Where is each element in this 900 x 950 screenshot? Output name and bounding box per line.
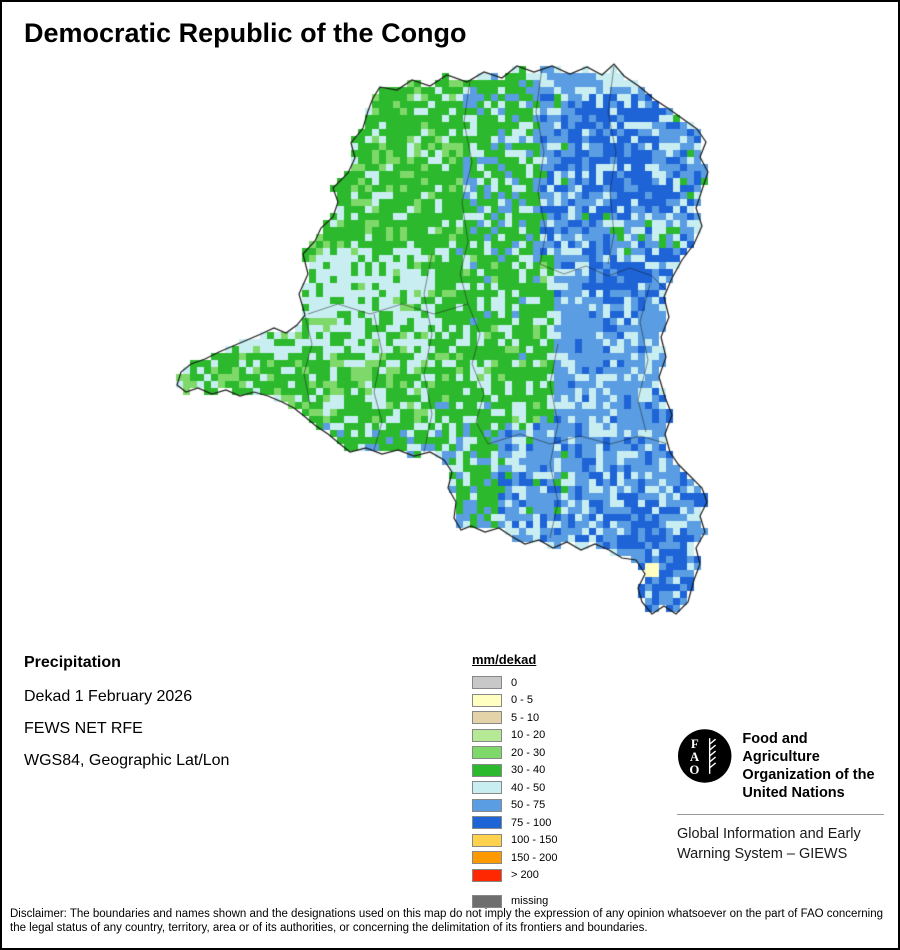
legend-swatch (472, 728, 502, 742)
info-projection: WGS84, Geographic Lat/Lon (24, 752, 230, 769)
legend-label: 10 - 20 (511, 729, 546, 741)
drc-precipitation-map (162, 52, 722, 632)
wheat-ear-glyph (708, 738, 717, 774)
legend-swatch (472, 798, 502, 812)
legend-item: 5 - 10 (472, 711, 557, 724)
legend-item: 150 - 200 (472, 851, 557, 864)
legend-label: 150 - 200 (511, 851, 558, 864)
legend-swatch (472, 693, 502, 707)
fao-org-name: Food and Agriculture Organization of the… (742, 731, 875, 801)
legend-label: 100 - 150 (511, 834, 558, 846)
legend-label: 40 - 50 (511, 781, 546, 794)
legend-item-missing: missing (472, 894, 557, 908)
info-source: FEWS NET RFE (24, 720, 143, 737)
fao-block: F A O Food and Agriculture Organization … (677, 728, 887, 864)
legend-item: 40 - 50 (472, 781, 557, 794)
legend-label: 30 - 40 (511, 764, 546, 776)
page-title: Democratic Republic of the Congo (24, 18, 467, 48)
info-dekad: Dekad 1 February 2026 (24, 688, 193, 705)
svg-text:O: O (689, 763, 699, 777)
legend-label: missing (511, 895, 549, 907)
legend-swatch (472, 833, 502, 847)
fao-divider (677, 814, 884, 815)
legend-item: 75 - 100 (472, 816, 557, 829)
legend-label: 5 - 10 (511, 711, 540, 724)
legend-swatch (472, 676, 502, 689)
legend-swatch (472, 816, 502, 829)
legend-label: 75 - 100 (511, 816, 552, 829)
legend-title: mm/dekad (472, 652, 537, 667)
legend-swatch (472, 851, 502, 864)
legend-label: > 200 (511, 869, 539, 881)
legend-label: 0 (511, 676, 518, 689)
legend-item: > 200 (472, 868, 557, 882)
map-info-block: Precipitation Dekad 1 February 2026 FEWS… (24, 654, 229, 784)
legend-item: 0 - 5 (472, 693, 557, 707)
legend-swatch (472, 781, 502, 794)
legend: mm/dekad 0 0 - 5 5 - 10 10 - 20 20 - 30 … (472, 652, 557, 912)
legend-label: 0 - 5 (511, 694, 534, 706)
giews-label: Global Information and Early Warning Sys… (677, 826, 861, 862)
legend-swatch (472, 711, 502, 724)
legend-swatch (472, 868, 502, 882)
legend-label: 20 - 30 (511, 746, 546, 759)
legend-item: 20 - 30 (472, 746, 557, 759)
legend-swatch (472, 894, 502, 908)
svg-text:F: F (691, 737, 699, 751)
legend-item: 0 (472, 676, 557, 689)
legend-item: 100 - 150 (472, 833, 558, 847)
legend-item: 50 - 75 (472, 798, 557, 812)
legend-swatch (472, 746, 502, 759)
svg-text:A: A (690, 750, 700, 764)
info-heading: Precipitation (24, 654, 121, 671)
legend-swatch (472, 763, 502, 777)
legend-item: 30 - 40 (472, 763, 557, 777)
disclaimer-text: Disclaimer: The boundaries and names sho… (10, 908, 884, 934)
legend-label: 50 - 75 (511, 799, 546, 811)
legend-item: 10 - 20 (472, 728, 557, 742)
fao-logo: F A O (677, 729, 732, 783)
